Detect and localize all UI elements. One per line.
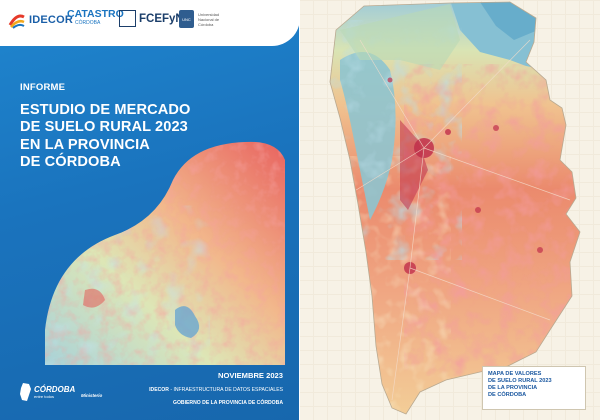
organization-description: - INFRAESTRUCTURA DE DATOS ESPACIALES xyxy=(168,387,283,393)
land-value-map xyxy=(329,1,581,415)
unc-logo-badge: UNC xyxy=(179,10,194,28)
organization-acronym: IDECOR xyxy=(149,387,169,393)
cordoba-logo-text: CÓRDOBA xyxy=(34,384,76,394)
title-line: DE SUELO RURAL 2023 xyxy=(20,119,188,136)
catastro-logo: CATASTRO CÓRDOBA xyxy=(67,9,124,27)
cordoba-government-logo: CÓRDOBA entre todos xyxy=(19,383,75,401)
unc-logo: UNC Universidad Nacional de Córdoba xyxy=(179,10,224,28)
report-cover: IDECOR CATASTRO CÓRDOBA FCEFyN UNC Unive… xyxy=(0,0,300,420)
caption-line: DE LA PROVINCIA xyxy=(488,385,538,391)
fcefyn-logo-icon xyxy=(119,10,136,27)
unc-logo-text: Universidad Nacional de Córdoba xyxy=(198,11,220,27)
report-label: INFORME xyxy=(20,82,66,93)
catastro-logo-subtext: CÓRDOBA xyxy=(75,20,101,26)
idecor-logo-icon xyxy=(8,14,25,29)
idecor-logo: IDECOR xyxy=(8,11,73,29)
fcefyn-logo-text: FCEFyN xyxy=(139,12,184,25)
caption-line: DE SUELO RURAL 2023 xyxy=(488,378,552,384)
cordoba-logo-subtext: entre todos xyxy=(34,393,55,399)
province-shape-icon xyxy=(20,383,31,401)
government-line: GOBIERNO DE LA PROVINCIA DE CÓRDOBA xyxy=(173,400,283,406)
ministry-logo: Ministerio xyxy=(81,393,103,398)
title-line: DE CÓRDOBA xyxy=(20,154,121,171)
idecor-logo-text: IDECOR xyxy=(29,14,73,26)
organization-line: IDECOR - INFRAESTRUCTURA DE DATOS ESPACI… xyxy=(149,387,283,393)
caption-line: MAPA DE VALORES xyxy=(488,371,542,377)
map-caption-box: MAPA DE VALORES DE SUELO RURAL 2023 DE L… xyxy=(482,366,586,410)
title-line: ESTUDIO DE MERCADO xyxy=(20,102,191,118)
catastro-logo-text: CATASTRO xyxy=(67,8,124,20)
logo-strip: IDECOR CATASTRO CÓRDOBA FCEFyN UNC Unive… xyxy=(0,0,300,46)
report-date: NOVIEMBRE 2023 xyxy=(218,371,283,380)
report-title: ESTUDIO DE MERCADO DE SUELO RURAL 2023 E… xyxy=(20,102,190,172)
cover-map-graphic xyxy=(45,141,285,365)
caption-line: DE CÓRDOBA xyxy=(488,392,527,398)
map-page: MAPA DE VALORES DE SUELO RURAL 2023 DE L… xyxy=(300,0,600,420)
fcefyn-logo: FCEFyN xyxy=(119,10,184,27)
title-line: EN LA PROVINCIA xyxy=(20,136,150,153)
